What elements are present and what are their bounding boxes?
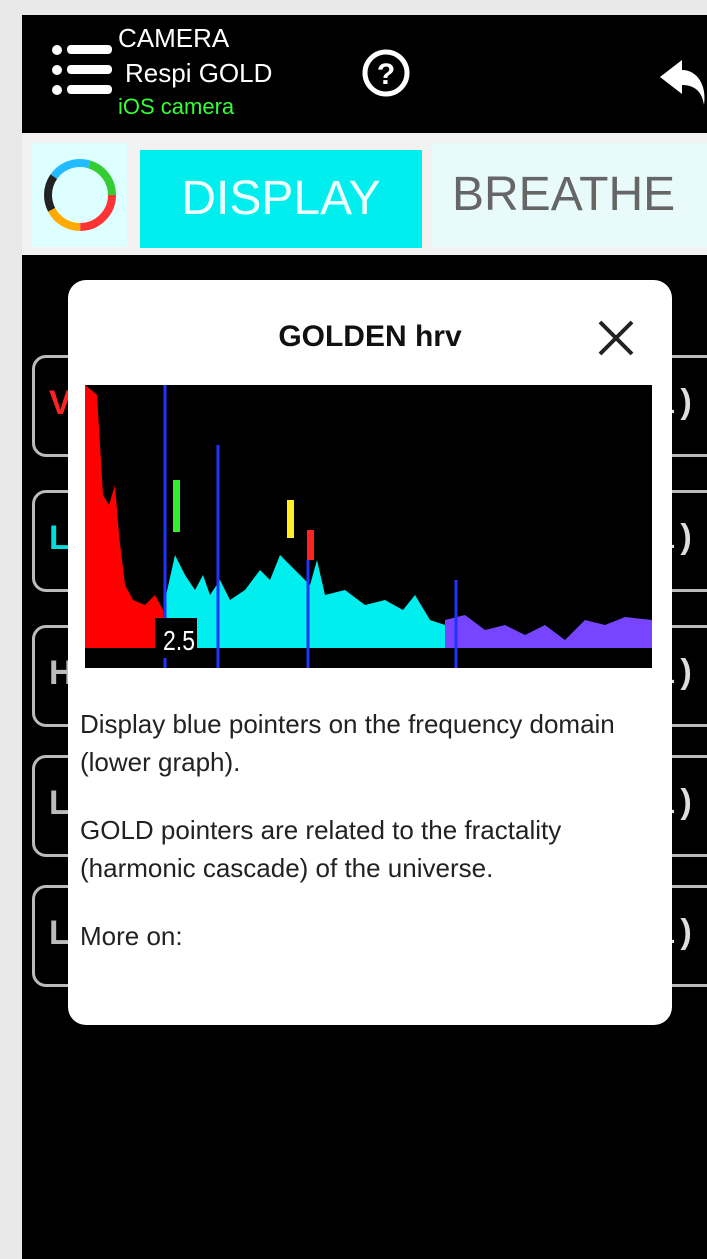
source-label: CAMERA xyxy=(118,23,230,53)
paragraph: More on: xyxy=(80,921,183,951)
help-icon[interactable]: ? xyxy=(360,47,412,99)
dialog-title: GOLDEN hrv xyxy=(278,320,462,353)
row-label: V xyxy=(49,384,72,422)
graph-label: 2.5 xyxy=(163,625,195,656)
paragraph: Display blue pointers on the frequency d… xyxy=(80,709,615,777)
camera-label: iOS camera xyxy=(118,94,235,119)
dialog: GOLDEN hrv 2.5 Display blue pointers on … xyxy=(68,280,672,1025)
row-label: L xyxy=(49,519,70,557)
tab-display[interactable]: DISPLAY xyxy=(140,150,422,248)
dialog-text: Display blue pointers on the frequency d… xyxy=(80,705,665,985)
menu-icon[interactable] xyxy=(47,40,117,110)
row-label: L xyxy=(49,914,70,952)
svg-text:?: ? xyxy=(377,58,395,91)
row-label: L xyxy=(49,784,70,822)
paragraph: GOLD pointers are related to the fractal… xyxy=(80,815,562,883)
close-icon[interactable] xyxy=(596,318,636,358)
color-ring[interactable] xyxy=(32,143,132,247)
back-icon[interactable] xyxy=(652,55,707,115)
mode-label: Respi GOLD xyxy=(125,58,273,88)
tab-breathe[interactable]: BREATHE xyxy=(432,143,707,247)
spectrum-graph: 2.5 xyxy=(85,385,652,668)
